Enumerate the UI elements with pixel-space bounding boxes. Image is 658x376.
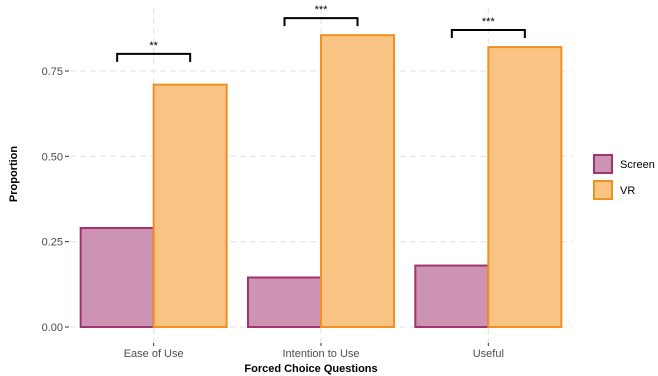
y-tick-label-0: 0.00 — [42, 322, 63, 334]
significance-bracket-2 — [450, 29, 526, 39]
significance-bracket-1 — [283, 17, 359, 27]
significance-label-2: *** — [482, 16, 496, 28]
x-axis-title: Forced Choice Questions — [244, 363, 377, 375]
bar-vr-1 — [320, 34, 395, 328]
bar-vr-2 — [487, 46, 563, 329]
bar-screen-0 — [79, 227, 155, 328]
legend-key-screen — [593, 154, 613, 174]
bar-screen-2 — [414, 264, 490, 328]
y-axis: 0.00 0.25 0.50 0.75 — [42, 66, 69, 334]
x-tick-label-2: Useful — [473, 348, 504, 360]
x-tick-label-1: Intention to Use — [282, 348, 359, 360]
bars-layer — [79, 34, 563, 329]
x-axis: Ease of Use Intention to Use Useful — [124, 343, 504, 360]
significance-layer: ******** — [116, 4, 526, 62]
legend-label-screen: Screen — [620, 159, 655, 171]
x-tick-label-0: Ease of Use — [124, 348, 184, 360]
bar-vr-0 — [152, 83, 228, 328]
legend: Screen VR — [593, 154, 655, 200]
significance-label-1: *** — [315, 4, 329, 16]
legend-key-vr — [593, 180, 613, 200]
legend-label-vr: VR — [620, 185, 635, 197]
significance-label-0: ** — [149, 40, 158, 52]
y-tick-label-2: 0.50 — [42, 151, 63, 163]
bar-screen-1 — [247, 276, 322, 328]
y-tick-label-3: 0.75 — [42, 66, 63, 78]
y-axis-title: Proportion — [8, 146, 20, 202]
y-tick-label-1: 0.25 — [42, 237, 63, 249]
significance-bracket-0 — [116, 52, 192, 62]
